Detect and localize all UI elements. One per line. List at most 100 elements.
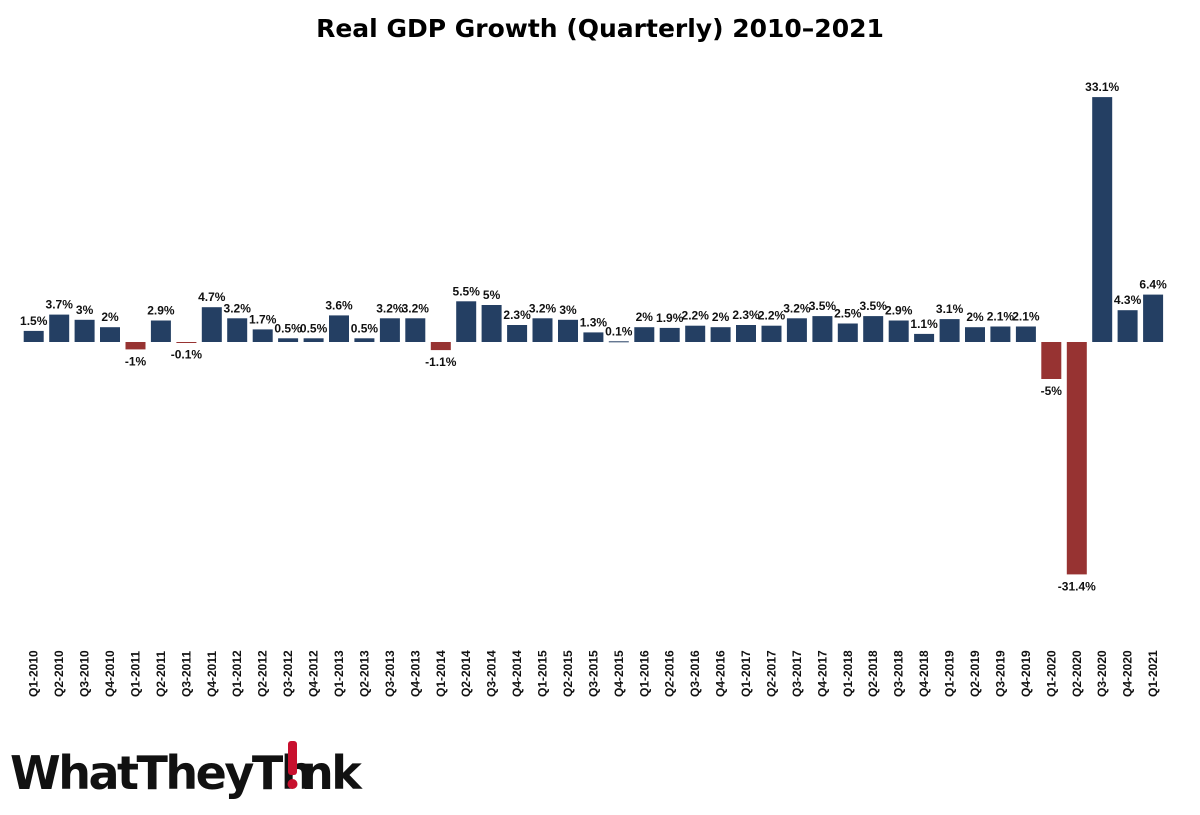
data-label: 0.5%: [351, 321, 379, 335]
x-tick-label: Q2-2014: [459, 650, 473, 697]
data-label: 2.1%: [987, 310, 1015, 324]
data-label: 3.1%: [936, 302, 964, 316]
x-tick-label: Q1-2020: [1044, 650, 1058, 697]
data-label: 2%: [636, 310, 654, 324]
x-tick-label: Q4-2020: [1121, 650, 1135, 697]
bar-q2-2010: [49, 314, 70, 342]
bar-q4-2016: [710, 327, 731, 342]
data-label: -0.1%: [171, 348, 203, 362]
x-tick-label: Q1-2010: [27, 650, 41, 697]
bar-q4-2014: [507, 325, 528, 342]
bar-q3-2016: [685, 325, 706, 342]
bar-q2-2020: [1066, 342, 1087, 575]
x-tick-label: Q2-2010: [52, 650, 66, 697]
data-label: 5.5%: [453, 284, 481, 298]
logo-mark: WhatTheyTh nk: [10, 741, 366, 800]
data-label: 3.5%: [809, 299, 837, 313]
bar-q3-2011: [176, 342, 197, 343]
data-label: 1.5%: [20, 314, 48, 328]
bar-q4-2020: [1117, 310, 1138, 342]
bar-q2-2012: [252, 329, 273, 342]
x-tick-label: Q2-2020: [1070, 650, 1084, 697]
x-tick-label: Q3-2020: [1095, 650, 1109, 697]
bar-q1-2012: [227, 318, 248, 342]
x-tick-label: Q3-2011: [179, 651, 193, 697]
bar-q3-2017: [786, 318, 807, 342]
data-label: 3.2%: [402, 301, 430, 315]
x-tick-label: Q3-2015: [586, 650, 600, 697]
data-label: 3.7%: [46, 298, 74, 312]
bar-q1-2010: [23, 330, 44, 342]
svg-text:nk: nk: [301, 746, 363, 800]
x-tick-label: Q3-2010: [78, 650, 92, 697]
svg-text:WhatTheyTh: WhatTheyTh: [10, 746, 311, 800]
x-tick-label: Q1-2018: [841, 650, 855, 697]
bar-q1-2018: [837, 323, 858, 342]
bar-q1-2014: [430, 342, 451, 351]
bar-q4-2010: [100, 327, 120, 342]
x-tick-label: Q2-2017: [765, 650, 779, 697]
data-label: 33.1%: [1085, 80, 1119, 94]
bar-q3-2018: [888, 320, 909, 342]
x-tick-label: Q3-2013: [383, 650, 397, 697]
data-label: 2.2%: [758, 309, 786, 323]
data-label: 2.9%: [147, 304, 175, 318]
data-label: 4.7%: [198, 290, 226, 304]
data-label: 3.2%: [224, 301, 252, 315]
bar-q3-2020: [1092, 97, 1113, 342]
bar-q2-2014: [456, 301, 477, 342]
bar-q1-2013: [329, 315, 349, 342]
x-tick-label: Q3-2012: [281, 650, 295, 697]
x-tick-label: Q4-2011: [205, 651, 219, 697]
x-tick-label: Q3-2018: [892, 650, 906, 697]
x-tick-label: Q2-2013: [357, 650, 371, 697]
data-label: 1.1%: [910, 317, 938, 331]
bar-q3-2019: [990, 326, 1011, 342]
data-label: 3%: [76, 303, 94, 317]
x-tick-label: Q2-2016: [663, 650, 677, 697]
data-label: 2.5%: [834, 307, 862, 321]
bar-q1-2015: [532, 318, 553, 342]
x-tick-label: Q2-2012: [256, 650, 270, 697]
whattheythink-logo: WhatTheyTh nk: [8, 735, 368, 805]
data-label: 2%: [712, 310, 730, 324]
x-tick-label: Q4-2012: [307, 650, 321, 697]
data-label: 2.3%: [732, 308, 760, 322]
data-label: 2.2%: [682, 309, 710, 323]
data-label: -31.4%: [1058, 579, 1096, 593]
bar-q3-2012: [278, 338, 299, 342]
x-tick-label: Q4-2010: [103, 650, 117, 697]
bar-q1-2017: [736, 325, 756, 342]
x-tick-label: Q1-2016: [637, 650, 651, 697]
logo-exclamation-icon: [288, 741, 297, 775]
bar-q1-2016: [634, 327, 655, 342]
data-label: 4.3%: [1114, 293, 1142, 307]
data-label: -1%: [125, 354, 147, 368]
data-label: 2.9%: [885, 304, 913, 318]
data-label: 3%: [559, 303, 577, 317]
bar-q1-2011: [125, 342, 146, 350]
x-tick-label: Q2-2011: [154, 651, 168, 697]
data-label: 3.2%: [529, 301, 557, 315]
bar-q4-2013: [405, 318, 426, 342]
data-label: 0.5%: [300, 321, 328, 335]
chart-title: Real GDP Growth (Quarterly) 2010–2021: [316, 14, 884, 43]
data-label: 6.4%: [1139, 278, 1167, 292]
data-label: 3.6%: [325, 298, 353, 312]
x-tick-label: Q1-2017: [739, 650, 753, 697]
x-tick-label: Q1-2021: [1146, 650, 1160, 697]
bar-q2-2018: [863, 316, 884, 342]
data-label: 2%: [101, 310, 119, 324]
x-tick-label: Q1-2015: [536, 650, 550, 697]
bar-q2-2013: [354, 338, 375, 342]
bar-q2-2016: [659, 327, 680, 342]
x-tick-label: Q4-2019: [1019, 650, 1033, 697]
data-label: -5%: [1041, 384, 1063, 398]
x-tick-label: Q1-2013: [332, 650, 346, 697]
bar-q3-2014: [481, 305, 502, 342]
bar-q1-2020: [1041, 342, 1062, 379]
bar-q4-2019: [1015, 326, 1036, 342]
x-tick-label: Q1-2014: [434, 650, 448, 697]
x-tick-label: Q2-2018: [866, 650, 880, 697]
x-tick-label: Q1-2011: [129, 651, 143, 697]
